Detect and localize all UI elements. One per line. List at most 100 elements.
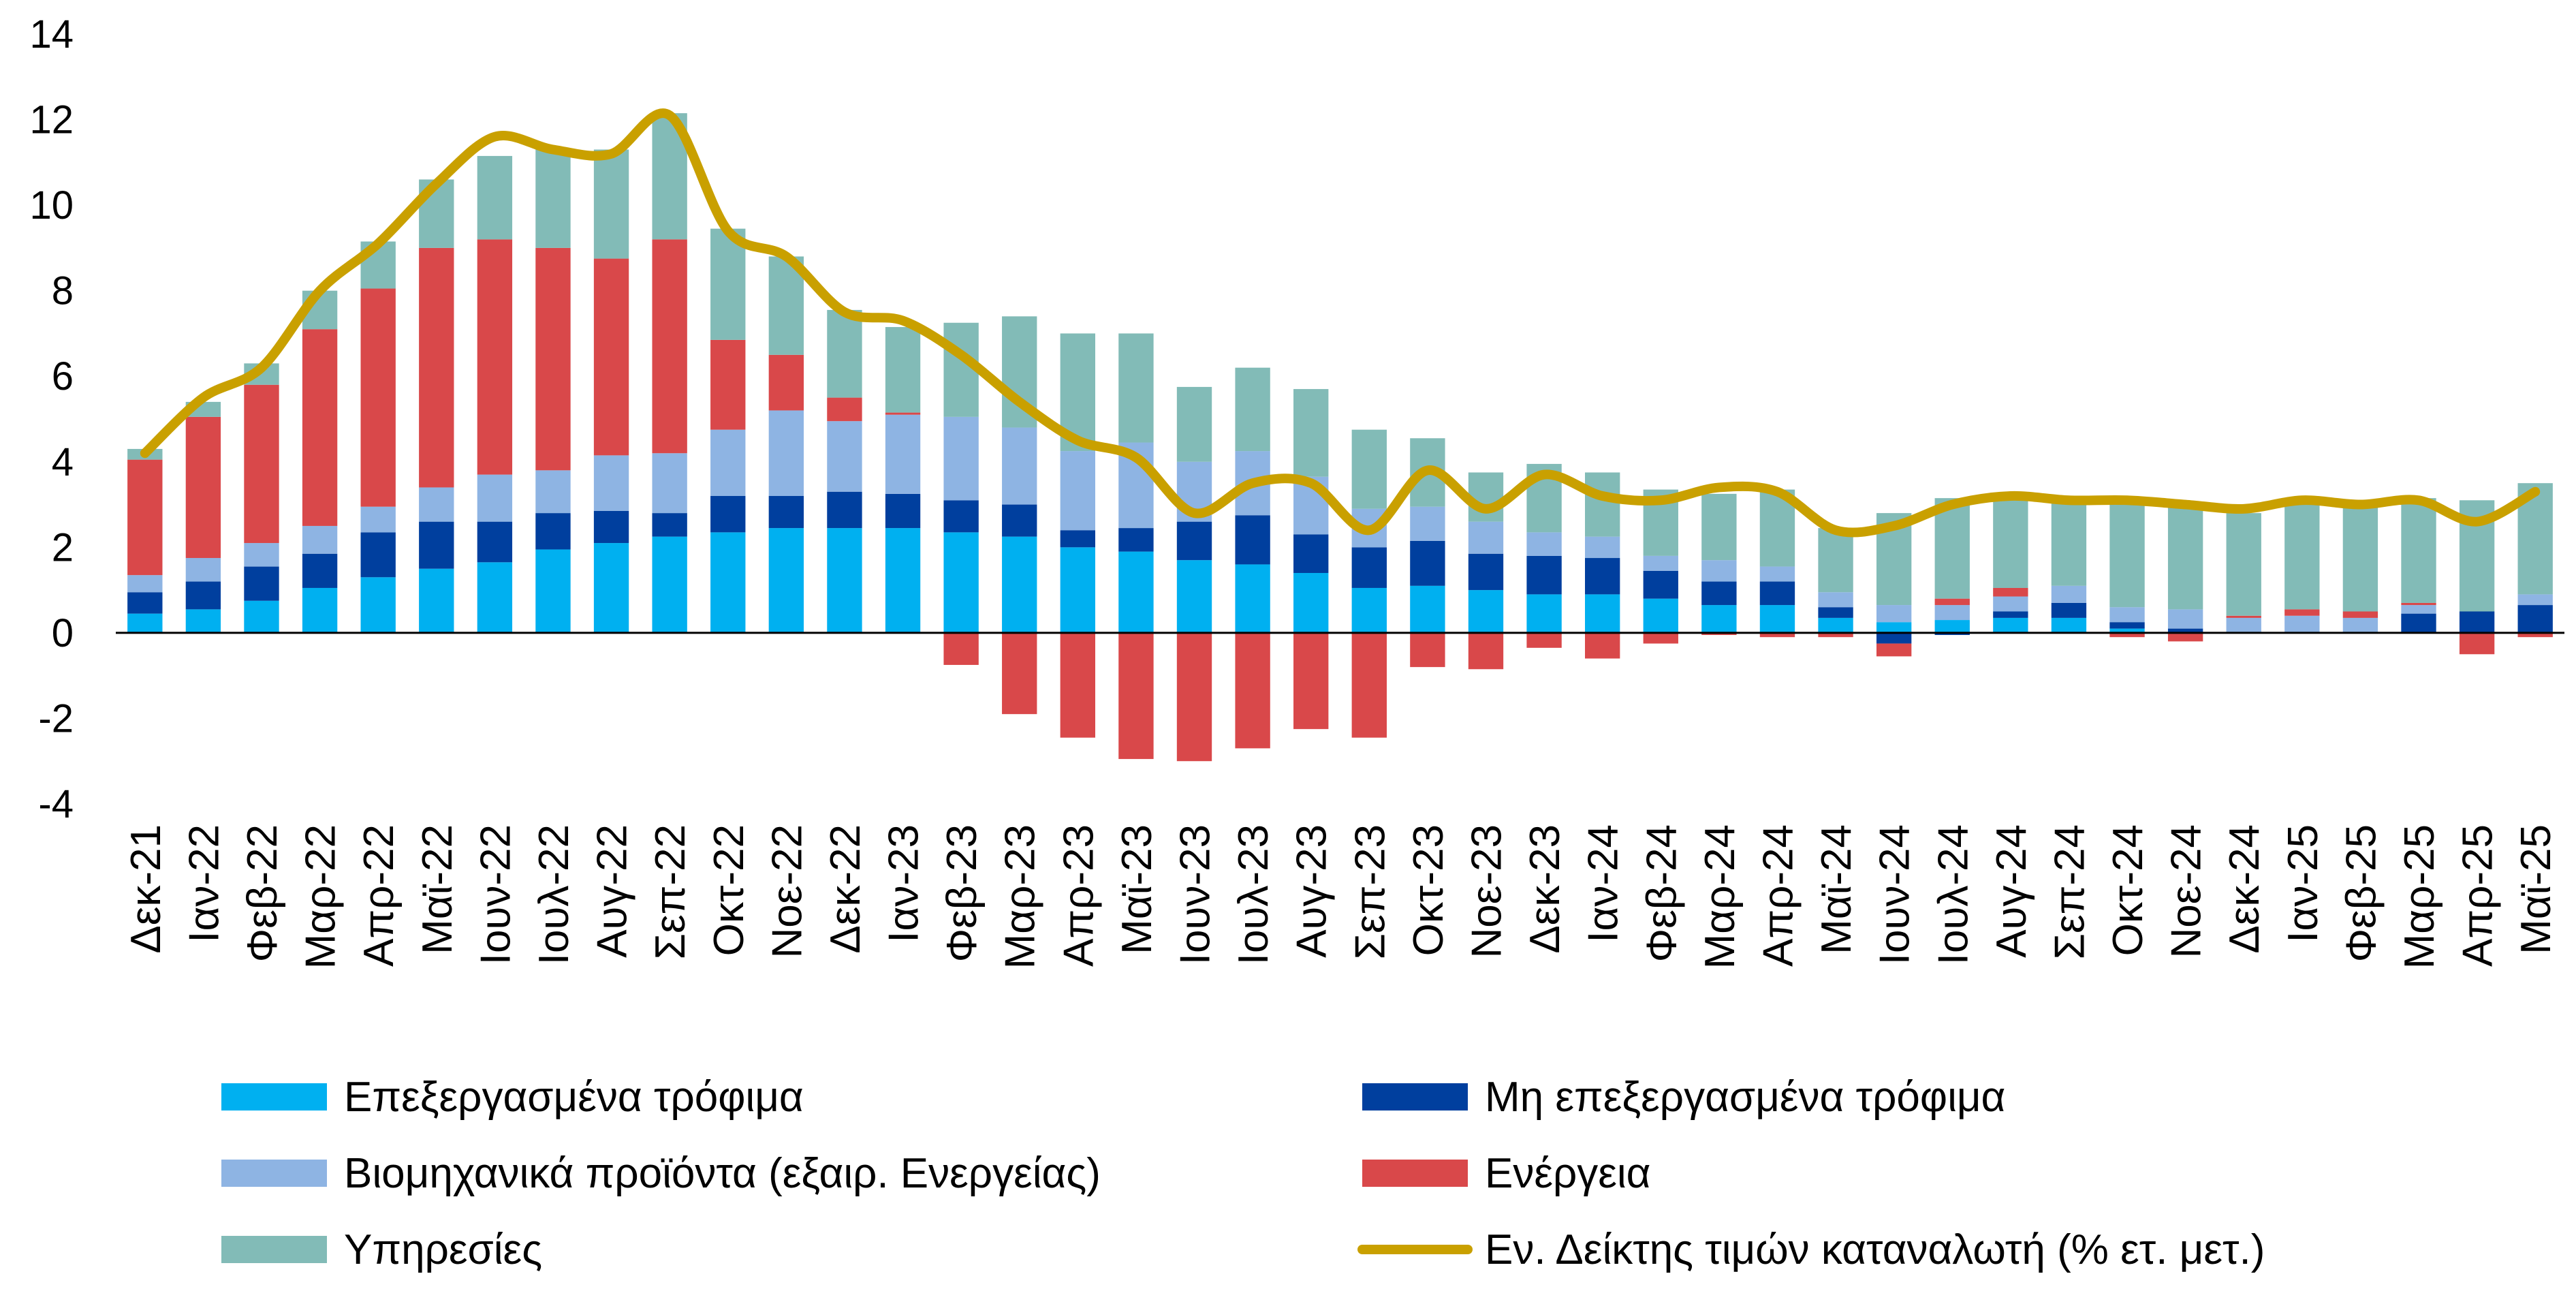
bar-4-Απρ-25 (2459, 632, 2495, 655)
bar-3-Ιουλ-22 (535, 470, 571, 514)
bar-3-Ιαν-22 (185, 558, 221, 582)
bar-2-Νοε-22 (768, 496, 804, 529)
x-tick-label: Μαϊ-23 (1114, 824, 1161, 954)
x-tick-label: Φεβ-23 (939, 824, 986, 962)
bar-5-Δεκ-24 (2226, 513, 2261, 616)
x-tick-label: Ιουν-22 (472, 824, 519, 965)
x-tick-label: Οκτ-24 (2105, 824, 2152, 956)
bar-3-Δεκ-22 (827, 421, 862, 492)
bar-2-Δεκ-22 (827, 491, 862, 529)
bar-4-Αυγ-23 (1293, 632, 1329, 730)
bar-4-Οκτ-23 (1410, 632, 1445, 668)
bar-5-Ιουλ-23 (1235, 367, 1270, 452)
bar-2-Δεκ-21 (127, 592, 163, 614)
legend-label-6: Εν. Δείκτης τιμών καταναλωτή (% ετ. μετ.… (1485, 1226, 2265, 1273)
bar-5-Ιαν-23 (885, 327, 921, 413)
x-tick-label: Δεκ-21 (123, 824, 170, 954)
bar-4-Ιουλ-23 (1235, 632, 1270, 749)
bar-3-Μαϊ-22 (419, 487, 454, 522)
bar-2-Μαϊ-22 (419, 521, 454, 569)
y-tick-label: -4 (38, 782, 74, 826)
bar-1-Ιαν-23 (885, 528, 921, 633)
bar-4-Φεβ-22 (244, 384, 279, 544)
bar-1-Μαρ-23 (1002, 536, 1037, 633)
bar-4-Αυγ-22 (593, 258, 629, 456)
bar-4-Φεβ-24 (1643, 632, 1678, 644)
bar-4-Ιουλ-24 (1934, 598, 1970, 606)
y-tick-label: 4 (52, 440, 74, 484)
bar-3-Απρ-22 (360, 506, 396, 533)
x-tick-label: Νοε-22 (764, 824, 811, 959)
bar-3-Σεπ-22 (652, 453, 687, 514)
bar-3-Σεπ-24 (2051, 585, 2087, 603)
x-tick-label: Μαρ-22 (298, 824, 345, 969)
x-tick-label: Ιουλ-22 (531, 824, 578, 965)
bar-3-Δεκ-23 (1526, 532, 1562, 556)
x-tick-label: Αυγ-23 (1289, 824, 1336, 958)
bar-1-Απρ-22 (360, 577, 396, 633)
x-tick-label: Μαρ-23 (997, 824, 1044, 969)
bar-1-Οκτ-22 (710, 532, 746, 633)
bar-1-Ιουν-22 (477, 562, 513, 633)
bar-2-Μαρ-22 (302, 553, 338, 588)
bar-2-Μαϊ-25 (2517, 605, 2553, 633)
bar-4-Μαρ-23 (1002, 632, 1037, 715)
bar-5-Ιουλ-24 (1934, 498, 1970, 599)
x-tick-label: Φεβ-25 (2338, 824, 2385, 962)
bar-3-Οκτ-23 (1410, 506, 1445, 541)
bar-2-Απρ-25 (2459, 611, 2495, 633)
x-tick-label: Απρ-23 (1055, 824, 1102, 967)
bar-4-Νοε-24 (2167, 632, 2203, 642)
bar-1-Φεβ-24 (1643, 598, 1678, 633)
x-tick-label: Οκτ-23 (1405, 824, 1452, 956)
bar-1-Οκτ-23 (1410, 585, 1445, 633)
bar-3-Μαρ-23 (1002, 427, 1037, 505)
bar-3-Μαρ-24 (1701, 560, 1737, 582)
bar-2-Απρ-23 (1060, 530, 1095, 548)
bar-4-Σεπ-22 (652, 239, 687, 454)
bar-2-Νοε-24 (2167, 628, 2203, 633)
bar-4-Απρ-23 (1060, 632, 1095, 738)
bar-4-Ιουλ-22 (535, 247, 571, 471)
x-tick-label: Αυγ-22 (589, 824, 636, 958)
y-tick-label: 2 (52, 525, 74, 570)
bar-3-Νοε-24 (2167, 609, 2203, 629)
bar-5-Οκτ-24 (2109, 502, 2145, 608)
bar-3-Φεβ-25 (2342, 617, 2378, 633)
bar-5-Μαρ-25 (2401, 498, 2436, 603)
bar-4-Φεβ-23 (943, 632, 979, 665)
legend-swatch-5 (221, 1236, 327, 1263)
bar-5-Ιουν-22 (477, 155, 513, 240)
bar-3-Μαρ-22 (302, 525, 338, 554)
bar-4-Ιαν-23 (885, 412, 921, 415)
legend: Επεξεργασμένα τρόφιμα Μη επεξεργασμένα τρ… (221, 1074, 2265, 1273)
bar-1-Δεκ-23 (1526, 594, 1562, 633)
bar-1-Νοε-23 (1468, 590, 1504, 633)
bar-4-Φεβ-25 (2342, 611, 2378, 618)
y-tick-label: 10 (29, 183, 74, 228)
x-tick-label: Αυγ-24 (1988, 824, 2035, 958)
bar-4-Δεκ-22 (827, 397, 862, 422)
bar-3-Φεβ-23 (943, 416, 979, 501)
cpi-line (140, 108, 2541, 538)
bar-4-Δεκ-23 (1526, 632, 1562, 648)
bar-1-Μαϊ-23 (1118, 551, 1154, 633)
bar-1-Σεπ-24 (2051, 617, 2087, 633)
y-tick-label: 8 (52, 269, 74, 313)
bar-4-Δεκ-21 (127, 459, 163, 576)
x-tick-label: Μαϊ-24 (1813, 824, 1860, 954)
x-tick-label: Μαρ-24 (1697, 824, 1744, 969)
bar-5-Σεπ-23 (1351, 429, 1387, 509)
bar-4-Ιαν-22 (185, 416, 221, 559)
bar-4-Απρ-22 (360, 288, 396, 507)
bar-4-Απρ-24 (1759, 632, 1795, 638)
bar-3-Νοε-23 (1468, 521, 1504, 554)
bar-3-Μαρ-25 (2401, 605, 2436, 614)
bar-5-Μαϊ-23 (1118, 333, 1154, 443)
bar-5-Φεβ-23 (943, 322, 979, 417)
x-tick-label: Φεβ-22 (239, 824, 286, 962)
bar-4-Μαρ-22 (302, 329, 338, 526)
bar-1-Απρ-24 (1759, 605, 1795, 633)
bar-4-Ιουν-24 (1876, 643, 1912, 657)
bar-5-Σεπ-24 (2051, 496, 2087, 586)
